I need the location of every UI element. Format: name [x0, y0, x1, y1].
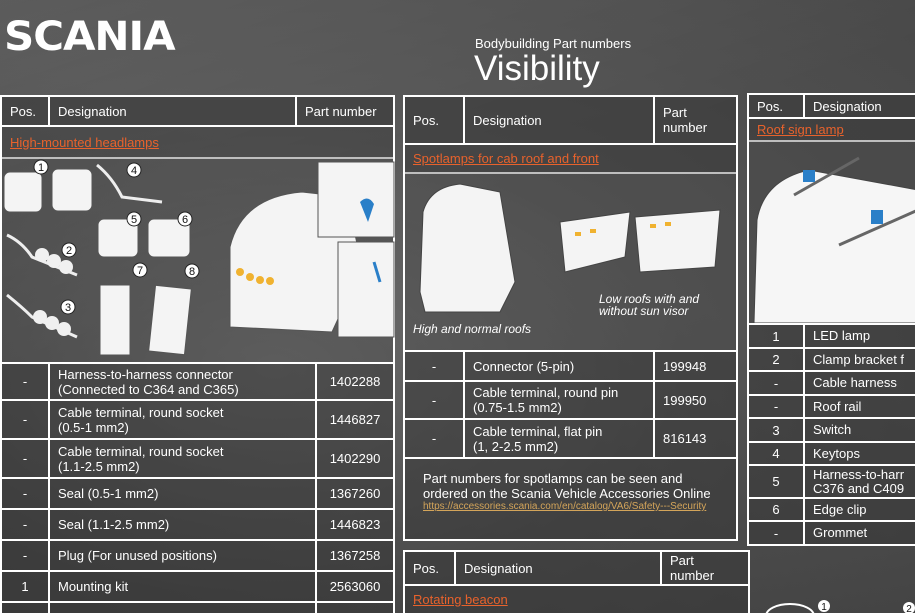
callout-6: 6	[182, 214, 188, 226]
row-designation: Cable terminal, round socket (0.5-1 mm2)	[48, 399, 317, 440]
col-header-pos: Pos.	[403, 550, 456, 586]
col-header-designation: Designation	[803, 93, 915, 119]
callout-1: 1	[821, 602, 827, 613]
row-pos: -	[0, 508, 50, 541]
row-designation: Connector (5-pin)	[463, 350, 655, 382]
spotlamps-note: Part numbers for spotlamps can be seen a…	[403, 457, 738, 541]
callout-3: 3	[65, 302, 71, 314]
row-pos: 5	[747, 464, 805, 499]
bottom-right-drawing: 1 2	[765, 600, 915, 613]
col-header-designation: Designation	[463, 95, 655, 145]
caption-high-roofs: High and normal roofs	[413, 322, 532, 336]
row-designation: LED lamp	[803, 323, 915, 349]
row-designation: Mounting kit	[48, 570, 317, 603]
callout-2: 2	[906, 604, 912, 613]
col-header-pos: Pos.	[403, 95, 465, 145]
section-header[interactable]: Roof sign lamp	[747, 117, 915, 142]
headlamps-illustration: 1 2 3 4 5 6 7 8	[0, 157, 395, 364]
row-pos: 1	[747, 323, 805, 349]
row-pos: -	[0, 539, 50, 572]
row-part-number: 1402290	[315, 438, 395, 479]
spotlamps-drawing	[419, 183, 721, 313]
table-row-partial	[0, 601, 50, 613]
row-designation: Harness-to-harr C376 and C409	[803, 464, 915, 499]
col-header-pos: Pos.	[747, 93, 805, 119]
row-pos: -	[747, 394, 805, 419]
row-pos: -	[747, 370, 805, 396]
col-header-part: Part number	[660, 550, 750, 586]
row-pos: -	[747, 520, 805, 546]
row-pos: 4	[747, 441, 805, 466]
row-pos: 1	[0, 570, 50, 603]
row-designation: Cable harness	[803, 370, 915, 396]
row-pos: 6	[747, 497, 805, 522]
row-designation: Roof rail	[803, 394, 915, 419]
row-designation: Edge clip	[803, 497, 915, 522]
row-designation: Keytops	[803, 441, 915, 466]
col-header-designation: Designation	[48, 95, 297, 127]
row-pos: 2	[747, 347, 805, 372]
section-link[interactable]: High-mounted headlamps	[10, 134, 159, 150]
caption-low-roofs: Low roofs with and without sun visor	[599, 292, 700, 318]
scania-logo: SCANIA	[4, 14, 176, 60]
section-header[interactable]: Spotlamps for cab roof and front	[403, 143, 738, 174]
row-designation: Clamp bracket f	[803, 347, 915, 372]
section-header[interactable]: High-mounted headlamps	[0, 125, 395, 159]
callout-2: 2	[66, 245, 72, 257]
row-pos: -	[0, 438, 50, 479]
row-part-number: 1446823	[315, 508, 395, 541]
section-header[interactable]: Rotating beacon	[403, 584, 750, 613]
row-pos: -	[403, 418, 465, 459]
roof-sign-illustration	[747, 140, 915, 325]
row-pos: -	[0, 477, 50, 510]
row-designation: Harness-to-harness connector (Connected …	[48, 362, 317, 401]
row-part-number: 1402288	[315, 362, 395, 401]
row-pos: -	[0, 399, 50, 440]
callout-7: 7	[137, 265, 143, 277]
section-link[interactable]: Roof sign lamp	[757, 122, 844, 137]
section-link[interactable]: Rotating beacon	[413, 592, 508, 607]
table-row-partial	[48, 601, 317, 613]
col-header-designation: Designation	[454, 550, 662, 586]
page-title: Visibility	[474, 49, 600, 88]
spotlamps-illustration: High and normal roofs Low roofs with and…	[403, 172, 738, 352]
col-header-part: Part number	[295, 95, 395, 127]
row-designation: Cable terminal, round socket (1.1-2.5 mm…	[48, 438, 317, 479]
row-designation: Grommet	[803, 520, 915, 546]
note-text: Part numbers for spotlamps can be seen a…	[423, 471, 711, 501]
row-part-number: 1367260	[315, 477, 395, 510]
page-kicker: Bodybuilding Part numbers	[475, 36, 632, 51]
row-designation: Plug (For unused positions)	[48, 539, 317, 572]
section-link[interactable]: Spotlamps for cab roof and front	[413, 151, 599, 166]
row-part-number: 816143	[653, 418, 738, 459]
row-pos: -	[403, 350, 465, 382]
row-pos: 3	[747, 417, 805, 443]
row-designation: Seal (0.5-1 mm2)	[48, 477, 317, 510]
roof-sign-drawing	[753, 156, 915, 324]
col-header-part: Part number	[653, 95, 738, 145]
headlamps-drawing: 1 2 3 4 5 6 7 8	[3, 159, 395, 356]
row-designation: Cable terminal, round pin (0.75-1.5 mm2)	[463, 380, 655, 420]
row-part-number: 1446827	[315, 399, 395, 440]
accessories-link[interactable]: https://accessories.scania.com/en/catalo…	[423, 501, 707, 512]
row-part-number: 2563060	[315, 570, 395, 603]
callout-1: 1	[38, 162, 44, 174]
row-pos: -	[0, 362, 50, 401]
row-part-number: 199948	[653, 350, 738, 382]
row-designation: Switch	[803, 417, 915, 443]
row-part-number: 199950	[653, 380, 738, 420]
callout-4: 4	[131, 165, 137, 177]
table-row-partial	[315, 601, 395, 613]
callout-8: 8	[189, 266, 195, 278]
row-designation: Cable terminal, flat pin (1, 2-2.5 mm2)	[463, 418, 655, 459]
row-pos: -	[403, 380, 465, 420]
col-header-pos: Pos.	[0, 95, 50, 127]
callout-5: 5	[131, 214, 137, 226]
row-part-number: 1367258	[315, 539, 395, 572]
row-designation: Seal (1.1-2.5 mm2)	[48, 508, 317, 541]
